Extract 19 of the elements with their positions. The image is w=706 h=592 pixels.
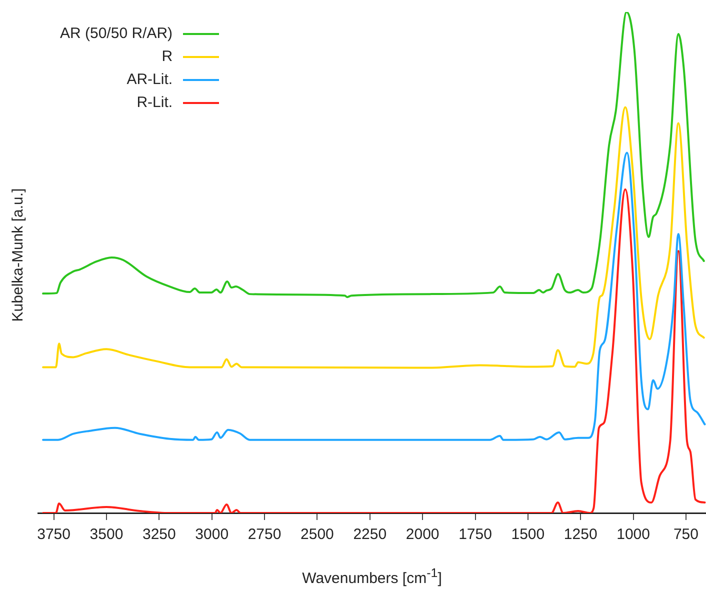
x-tick-label: 3000 — [195, 526, 229, 544]
x-tick-label: 750 — [673, 526, 698, 544]
legend-label: R-Lit. — [136, 94, 173, 111]
x-tick-label: 1250 — [564, 526, 598, 544]
x-tick-label: 3500 — [90, 526, 124, 544]
x-tick-label: 1000 — [616, 526, 650, 544]
y-axis-title: Kubelka-Munk [a.u.] — [10, 188, 26, 322]
legend-label: R — [162, 48, 173, 65]
x-tick-label: 2000 — [406, 526, 440, 544]
x-tick-label: 3750 — [37, 526, 70, 544]
x-tick-label: 3250 — [142, 526, 176, 544]
x-tick-label: 1500 — [511, 526, 545, 544]
legend-label: AR (50/50 R/AR) — [60, 25, 173, 42]
x-tick-label: 2500 — [300, 526, 334, 544]
x-tick-label: 2750 — [248, 526, 282, 544]
legend-label: AR-Lit. — [126, 71, 173, 88]
x-tick-label: 2250 — [353, 526, 387, 544]
x-tick-label: 1750 — [458, 526, 492, 544]
x-axis-title: Wavenumbers [cm$^{-1}$] — [301, 566, 443, 587]
